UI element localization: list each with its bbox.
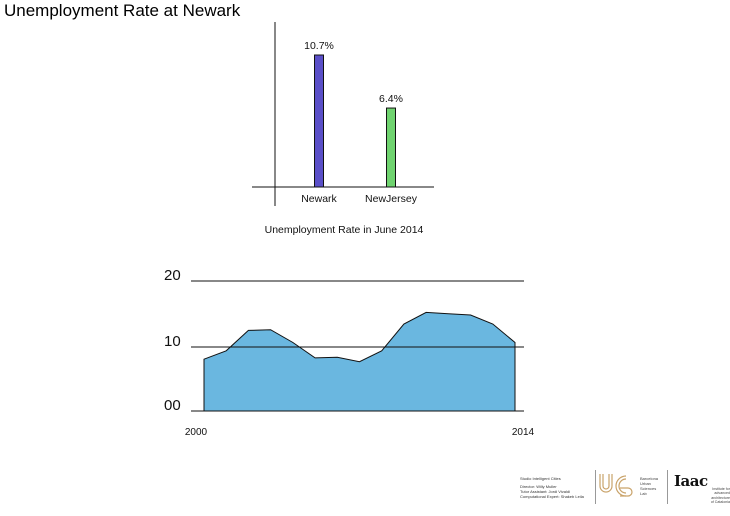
iaac-text-line: Institute for [712,487,730,491]
y-tick-label: 20 [164,267,181,284]
studio-credits: Studio Intelligent Cities Director: Will… [520,476,600,499]
bar-category-label: NewJersey [365,193,418,205]
area-series [203,311,516,412]
urban-lab-text: Barcelona Urban Sciences Lab [640,476,658,496]
bar-chart-title: Unemployment Rate in June 2014 [265,224,424,236]
x-tick-label: 2000 [185,427,208,438]
bar-value-label: 6.4% [379,93,403,105]
bar [386,107,396,188]
urban-lab-line: Barcelona [640,476,659,481]
page-title: Unemployment Rate at Newark [4,1,241,20]
y-tick-label: 10 [164,333,181,350]
iaac-text-line: advanced [714,491,730,496]
bar-category-label: Newark [301,193,337,205]
credits-studio: Studio Intelligent Cities [520,476,561,481]
y-tick-label: 00 [164,397,181,414]
urban-lab-line: Urban [640,481,651,486]
iaac-text-line: of Catalonia [710,500,730,505]
iaac-logo: Iaac [674,472,708,490]
credits-tutor: Tutor Assistant: Jordi Vivaldi [520,489,571,494]
logo-divider [667,470,668,504]
urban-sciences-lab-logo [599,474,633,497]
x-tick-label: 2014 [512,427,535,438]
iaac-text-line: architecture [711,495,730,500]
credits-director: Director: Willy Muller [520,484,557,489]
bar-value-label: 10.7% [304,40,334,52]
bar [314,54,324,188]
credits-computational: Computational Expert: Shakeb Leila [520,494,584,499]
urban-lab-line: Sciences [640,486,657,491]
iaac-text: Institute for advanced architecture of C… [700,487,730,505]
urban-lab-line: Lab [640,491,647,496]
credits-divider [595,470,596,504]
